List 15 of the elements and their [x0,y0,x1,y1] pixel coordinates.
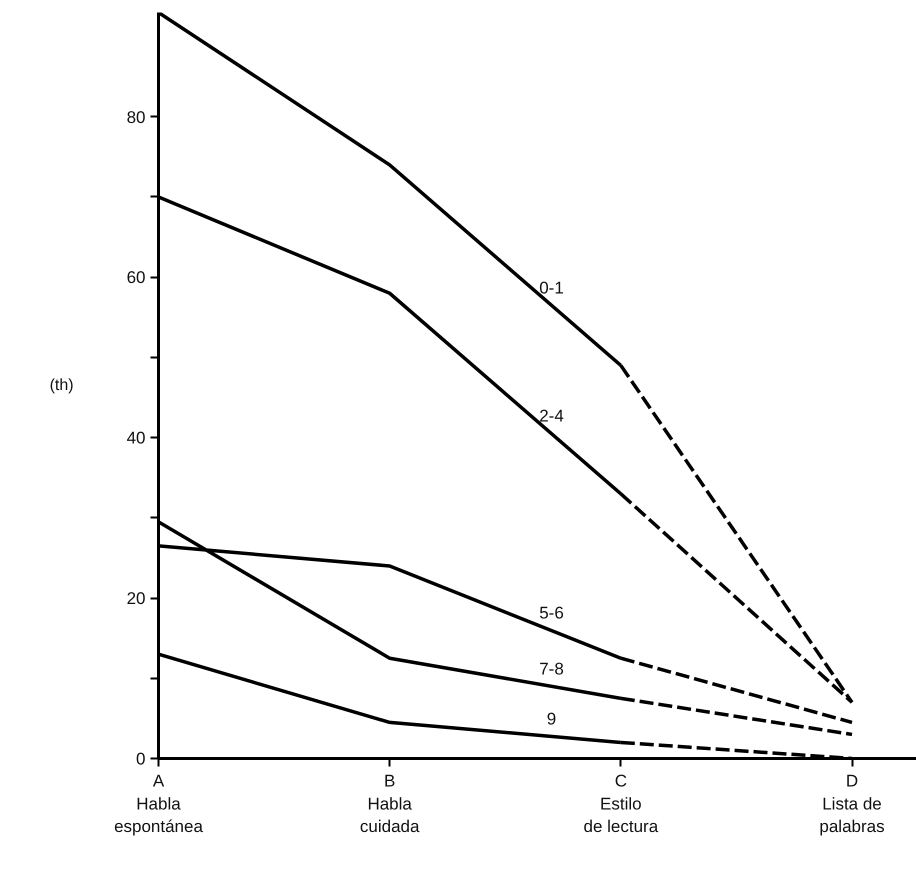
series-label: 7-8 [539,659,564,678]
series-label: 2-4 [539,406,564,426]
y-axis-title: (th) [50,377,74,394]
series-label: 5-6 [539,604,564,623]
x-tick-label: C Estilo de lectura [584,772,659,836]
y-tick-label: 0 [136,750,146,768]
x-tick-label: A Habla espontánea [114,772,204,836]
series-label: 0-1 [539,278,564,298]
y-tick-label: 20 [126,589,146,608]
y-tick-label: 40 [126,428,146,448]
x-tick-label: B Habla cuidada [360,772,420,836]
y-tick-label: 80 [126,108,146,127]
y-tick-label: 60 [126,268,146,288]
x-tick-label: D Lista de palabras [819,772,885,836]
series-label: 9 [546,709,556,728]
